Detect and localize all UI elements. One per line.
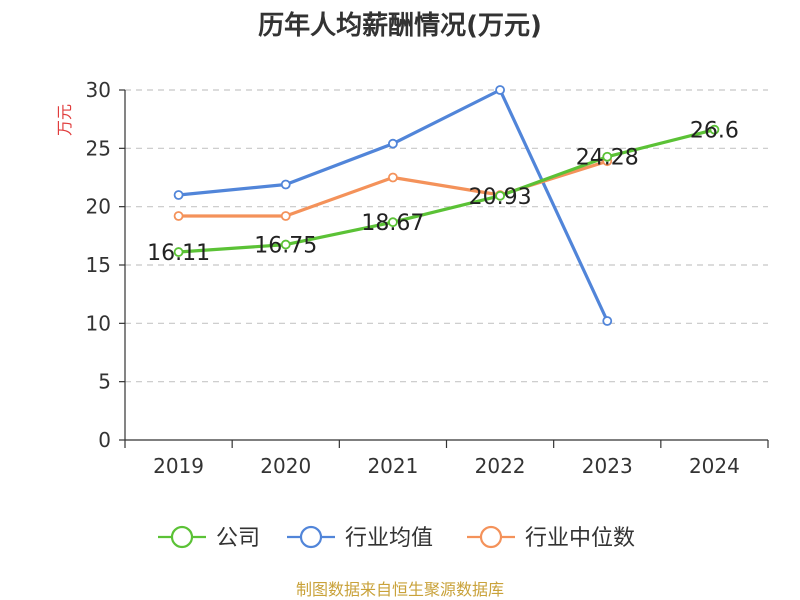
source-note: 制图数据来自恒生聚源数据库 [296,580,504,599]
y-tick-label: 5 [98,370,111,394]
y-tick-label: 0 [98,428,111,452]
data-point [602,316,613,326]
x-tick-label: 2022 [475,454,526,478]
data-point [495,85,505,95]
legend-item: 行业中位数 [467,525,635,551]
legend-marker [479,525,503,549]
data-label: 18.67 [361,211,424,236]
data-labels: 16.11 16.75 18.67 20.93 24.28 26.6 [147,119,739,266]
data-label: 26.6 [690,119,739,144]
series-0 [173,124,720,257]
y-tick-label: 10 [86,311,111,335]
legend-item: 公司 [158,525,260,551]
y-tick-label: 25 [86,136,111,160]
y-axis-label: 万元 [55,104,74,136]
y-tick-label: 20 [86,195,111,219]
axes: 0 5 10 15 20 25 30 2019 2020 2021 2022 2023 2024 [86,78,769,478]
series-1 [173,85,613,326]
grid-lines [125,89,768,383]
legend-marker [170,525,194,549]
chart-title: 历年人均薪酬情况(万元) [258,10,542,41]
legend: 公司 行业均值 行业中位数 [158,525,635,551]
y-tick-label: 30 [86,78,111,102]
legend-item: 行业均值 [287,525,433,551]
data-point [173,211,184,221]
data-point [388,172,398,183]
data-label: 16.11 [147,241,210,266]
data-label: 16.75 [254,234,317,259]
x-tick-label: 2023 [582,454,633,478]
legend-label: 行业中位数 [525,526,635,551]
legend-marker [299,525,323,549]
data-point [602,151,613,162]
legend-label: 行业均值 [345,526,433,551]
data-label: 20.93 [469,185,532,210]
x-tick-label: 2021 [367,454,418,478]
series-lines [173,85,720,326]
data-point [388,217,398,228]
data-point [709,124,720,135]
x-tick-label: 2020 [260,454,311,478]
y-tick-label: 15 [86,253,111,277]
data-point [280,211,291,221]
data-point [173,247,184,257]
series-line [178,128,715,254]
legend-label: 公司 [216,526,260,551]
data-label: 24.28 [576,146,639,171]
data-point [280,239,291,250]
data-point [495,190,505,201]
x-tick-label: 2024 [689,454,740,478]
data-point [173,190,184,200]
x-tick-label: 2019 [153,454,204,478]
data-point [280,179,291,190]
series-line [178,88,609,322]
data-point [388,138,398,149]
